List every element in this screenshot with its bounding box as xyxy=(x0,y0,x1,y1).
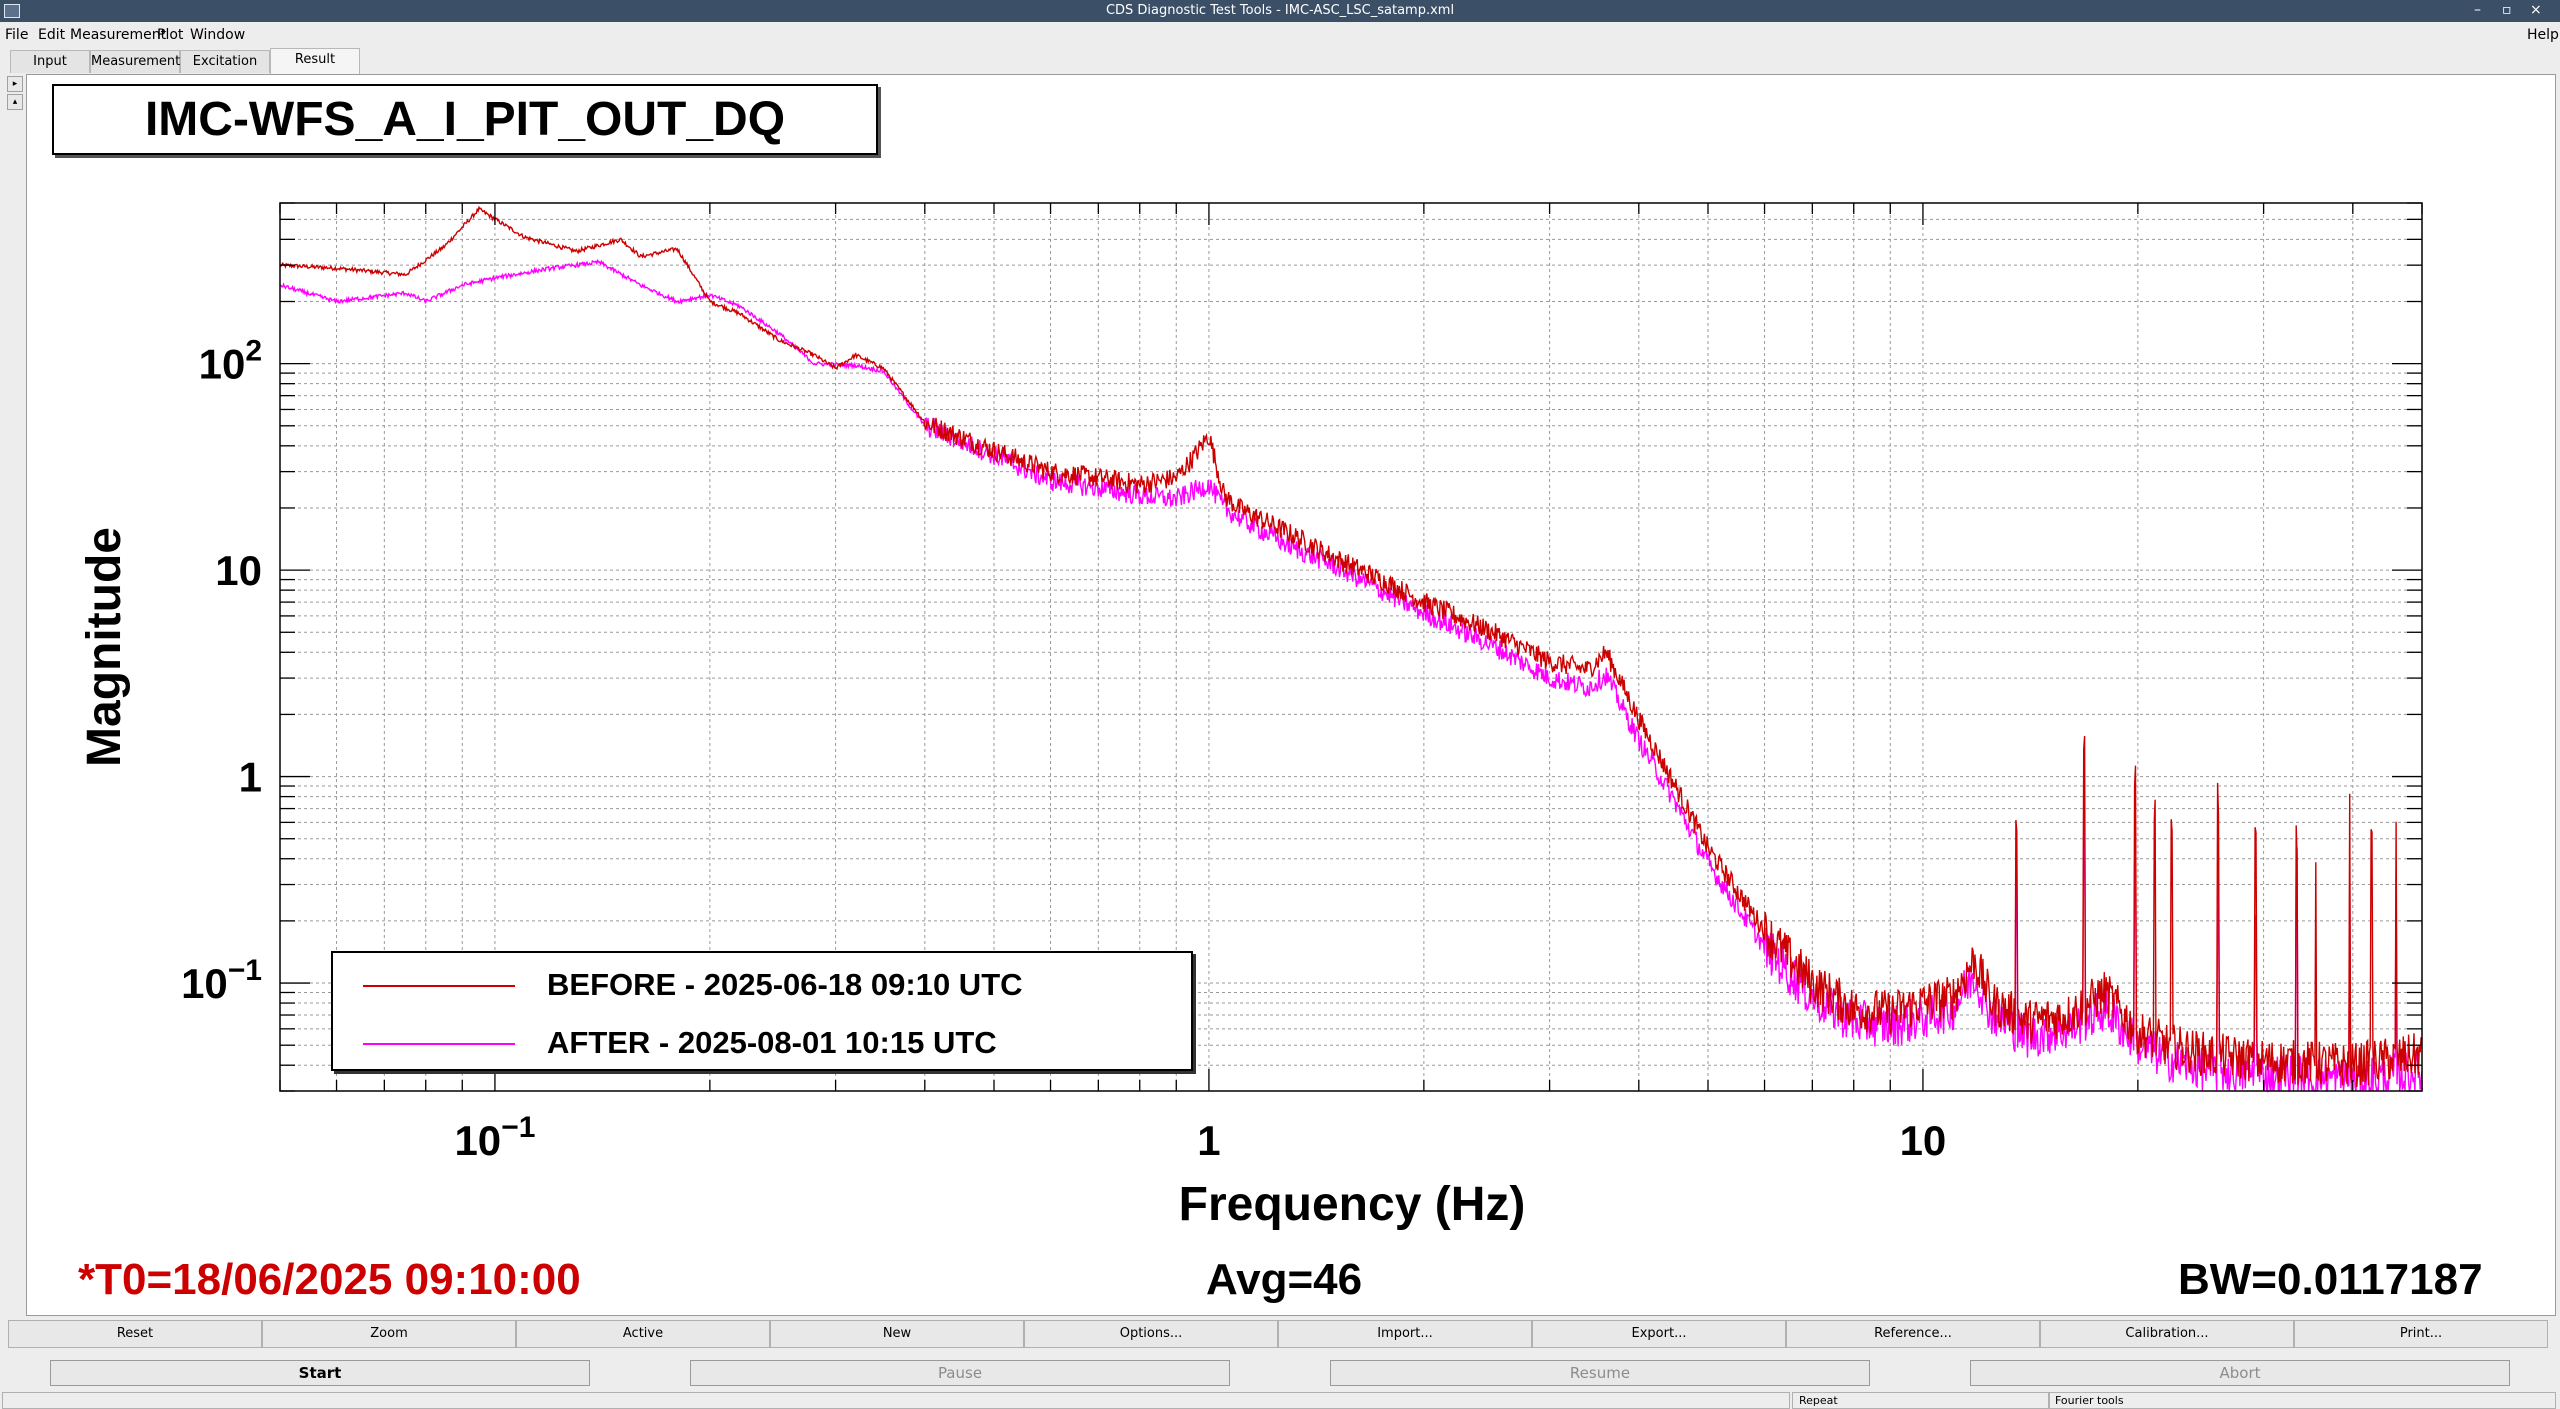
status-bar: Repeat Fourier tools xyxy=(0,1391,2560,1409)
tab-excitation[interactable]: Excitation xyxy=(180,50,270,73)
window-title: CDS Diagnostic Test Tools - IMC-ASC_LSC_… xyxy=(1105,3,1455,18)
menu-help[interactable]: Help xyxy=(2527,27,2559,43)
tab-result[interactable]: Result xyxy=(270,48,360,74)
maximize-icon[interactable]: ▫ xyxy=(2502,2,2512,18)
plot-title-box: IMC-WFS_A_I_PIT_OUT_DQ xyxy=(52,84,878,155)
start-button[interactable]: Start xyxy=(50,1360,590,1386)
options-button[interactable]: Options... xyxy=(1024,1320,1278,1348)
x-tick-label-exponent: −1 xyxy=(501,1111,535,1144)
x-tick-label-base: 1 xyxy=(1197,1117,1220,1164)
x-tick-label: 1 xyxy=(1197,1117,1220,1164)
new-button[interactable]: New xyxy=(770,1320,1024,1348)
import-button[interactable]: Import... xyxy=(1278,1320,1532,1348)
status-message-area xyxy=(2,1392,1790,1409)
window-titlebar: CDS Diagnostic Test Tools - IMC-ASC_LSC_… xyxy=(0,0,2560,22)
collapse-arrow-icon[interactable]: ▴ xyxy=(7,94,23,110)
tab-input[interactable]: Input xyxy=(10,50,90,73)
plot-area xyxy=(280,203,2422,1091)
bw-readout: BW=0.0117187 xyxy=(2178,1255,2483,1304)
resume-button[interactable]: Resume xyxy=(1330,1360,1870,1386)
abort-button[interactable]: Abort xyxy=(1970,1360,2510,1386)
active-button[interactable]: Active xyxy=(516,1320,770,1348)
measurement-controls: Start Pause Resume Abort xyxy=(0,1360,2560,1388)
y-tick-label-base: 1 xyxy=(239,754,262,801)
pause-button[interactable]: Pause xyxy=(690,1360,1230,1386)
y-tick-label-exponent: −1 xyxy=(228,954,262,987)
plot-toolbar: Reset Zoom Active New Options... Import.… xyxy=(0,1320,2560,1348)
y-tick-label: 10 xyxy=(215,547,262,594)
x-tick-label: 10 xyxy=(1900,1117,1947,1164)
expand-arrow-icon[interactable]: ▸ xyxy=(7,76,23,92)
menu-measurement[interactable]: Measurement xyxy=(70,27,167,43)
y-tick-label: 102 xyxy=(199,335,262,388)
legend-swatch-after xyxy=(363,1043,515,1045)
zoom-button[interactable]: Zoom xyxy=(262,1320,516,1348)
y-tick-label-exponent: 2 xyxy=(245,335,262,368)
export-button[interactable]: Export... xyxy=(1532,1320,1786,1348)
plot-title: IMC-WFS_A_I_PIT_OUT_DQ xyxy=(144,93,786,146)
tab-measurement[interactable]: Measurement xyxy=(90,50,180,73)
side-panel: ▸ ▴ xyxy=(0,74,26,1314)
legend-entry-after: AFTER - 2025-08-01 10:15 UTC xyxy=(333,1019,1191,1069)
x-tick-label-base: 10 xyxy=(454,1117,501,1164)
y-axis-label: Magnitude xyxy=(78,527,131,767)
avg-readout: Avg=46 xyxy=(1206,1255,1363,1304)
menu-plot[interactable]: Plot xyxy=(157,27,184,43)
series-group xyxy=(279,205,2423,1094)
calibration-button[interactable]: Calibration... xyxy=(2040,1320,2294,1348)
plot-frame xyxy=(279,202,2423,1092)
legend-entry-before: BEFORE - 2025-06-18 09:10 UTC xyxy=(333,961,1191,1011)
tab-bar: Input Measurement Excitation Result xyxy=(0,48,2560,74)
x-tick-label: 10−1 xyxy=(454,1111,535,1164)
y-tick-label: 10−1 xyxy=(181,954,262,1007)
app-icon xyxy=(4,4,20,18)
status-fourier-tools: Fourier tools xyxy=(2048,1392,2556,1409)
series-line-after xyxy=(280,258,2423,1094)
minimize-icon[interactable]: – xyxy=(2474,2,2481,18)
menu-window[interactable]: Window xyxy=(190,27,246,43)
reset-button[interactable]: Reset xyxy=(8,1320,262,1348)
menu-edit[interactable]: Edit xyxy=(38,27,66,43)
status-repeat: Repeat xyxy=(1792,1392,2050,1409)
y-tick-label-base: 10 xyxy=(181,960,228,1007)
print-button[interactable]: Print... xyxy=(2294,1320,2548,1348)
legend[interactable]: BEFORE - 2025-06-18 09:10 UTC AFTER - 20… xyxy=(331,951,1193,1071)
t0-readout: *T0=18/06/2025 09:10:00 xyxy=(78,1255,581,1304)
x-axis-label: Frequency (Hz) xyxy=(1179,1178,1526,1231)
reference-button[interactable]: Reference... xyxy=(1786,1320,2040,1348)
y-tick-label-base: 10 xyxy=(215,547,262,594)
series-line-before xyxy=(279,205,2423,1088)
y-tick-label: 1 xyxy=(239,754,262,801)
legend-swatch-before xyxy=(363,985,515,987)
legend-label-after: AFTER - 2025-08-01 10:15 UTC xyxy=(547,1025,997,1060)
y-tick-label-base: 10 xyxy=(199,341,246,388)
menu-file[interactable]: File xyxy=(5,27,29,43)
legend-label-before: BEFORE - 2025-06-18 09:10 UTC xyxy=(547,967,1023,1002)
menu-bar: File Edit Measurement Plot Window Help xyxy=(0,22,2560,48)
axis-ticks xyxy=(279,202,2423,1092)
close-icon[interactable]: × xyxy=(2530,2,2542,18)
x-tick-label-base: 10 xyxy=(1900,1117,1947,1164)
